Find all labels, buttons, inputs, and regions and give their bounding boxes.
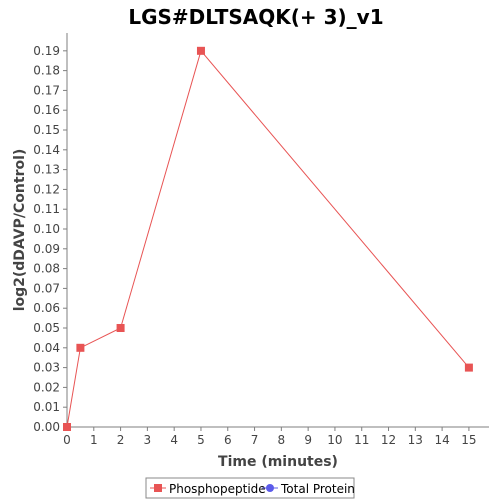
y-tick-label: 0.14: [33, 143, 60, 157]
x-tick-label: 9: [304, 433, 312, 447]
y-tick-label: 0.02: [33, 380, 60, 394]
y-tick-label: 0.17: [33, 83, 60, 97]
legend-marker-total-protein: [266, 484, 274, 492]
series-line-phosphopeptide: [66, 49, 470, 428]
y-tick-label: 0.01: [33, 400, 60, 414]
x-tick-label: 11: [354, 433, 369, 447]
x-tick-label: 2: [117, 433, 125, 447]
x-tick-label: 3: [144, 433, 152, 447]
y-axis-ticks: 0.00 0.01 0.02 0.03 0.04 0.05 0.06 0.07 0.08 0.09…: [33, 44, 67, 434]
x-axis-label: Time (minutes): [218, 454, 338, 470]
y-tick-label: 0.04: [33, 341, 60, 355]
series-layer: [63, 46, 473, 431]
data-point-phosphopeptide: [63, 423, 71, 431]
data-point-phosphopeptide: [76, 343, 85, 352]
x-axis-ticks: 0 1 2 3 4 5 6 7 8 9 10 11 12 13 14 15: [63, 427, 477, 447]
x-tick-label: 7: [251, 433, 259, 447]
x-tick-label: 13: [408, 433, 423, 447]
y-tick-label: 0.00: [33, 420, 60, 434]
y-tick-label: 0.13: [33, 163, 60, 177]
x-tick-label: 15: [461, 433, 476, 447]
y-tick-label: 0.18: [33, 64, 60, 78]
legend-box: [145, 477, 355, 499]
data-point-phosphopeptide: [464, 363, 473, 372]
x-tick-label: 5: [197, 433, 205, 447]
y-tick-label: 0.09: [33, 242, 60, 256]
x-tick-label: 0: [63, 433, 71, 447]
y-tick-label: 0.10: [33, 222, 60, 236]
y-tick-label: 0.19: [33, 44, 60, 58]
y-tick-label: 0.03: [33, 361, 60, 375]
y-tick-label: 0.11: [33, 202, 60, 216]
x-tick-label: 4: [170, 433, 178, 447]
data-point-phosphopeptide: [196, 46, 205, 55]
y-tick-label: 0.15: [33, 123, 60, 137]
y-tick-label: 0.06: [33, 301, 60, 315]
x-tick-label: 12: [381, 433, 396, 447]
plot-area: [66, 33, 489, 428]
y-tick-label: 0.16: [33, 103, 60, 117]
chart-title: LGS#DLTSAQK(+ 3)_v1: [128, 5, 383, 29]
x-tick-label: 6: [224, 433, 232, 447]
y-tick-label: 0.08: [33, 262, 60, 276]
y-tick-label: 0.05: [33, 321, 60, 335]
legend-marker-phosphopeptide: [154, 484, 162, 492]
data-point-phosphopeptide: [116, 324, 125, 333]
x-tick-label: 1: [90, 433, 98, 447]
legend: Phosphopeptide Total Protein: [145, 477, 355, 499]
x-tick-label: 10: [327, 433, 342, 447]
y-tick-label: 0.12: [33, 182, 60, 196]
x-tick-label: 8: [278, 433, 286, 447]
x-tick-label: 14: [434, 433, 449, 447]
y-tick-label: 0.07: [33, 281, 60, 295]
legend-label-total-protein: Total Protein: [280, 482, 355, 496]
y-axis-label: log2(dDAVP/Control): [12, 149, 28, 312]
legend-label-phosphopeptide: Phosphopeptide: [169, 482, 266, 496]
